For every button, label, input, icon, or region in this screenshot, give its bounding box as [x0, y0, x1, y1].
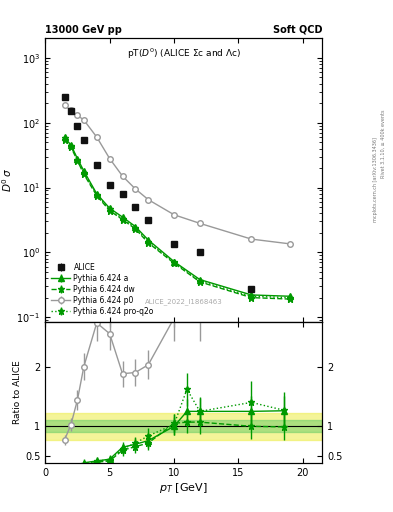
Text: ALICE_2022_I1868463: ALICE_2022_I1868463 — [145, 298, 222, 305]
Text: mcplots.cern.ch [arXiv:1306.3436]: mcplots.cern.ch [arXiv:1306.3436] — [373, 137, 378, 222]
Bar — [45, 420, 322, 432]
Text: Soft QCD: Soft QCD — [273, 25, 322, 35]
Bar — [45, 413, 322, 440]
Text: Rivet 3.1.10, ≥ 400k events: Rivet 3.1.10, ≥ 400k events — [381, 109, 386, 178]
X-axis label: $p_T$ [GeV]: $p_T$ [GeV] — [160, 481, 208, 495]
Legend: ALICE, Pythia 6.424 a, Pythia 6.424 dw, Pythia 6.424 p0, Pythia 6.424 pro-q2o: ALICE, Pythia 6.424 a, Pythia 6.424 dw, … — [49, 261, 156, 318]
Text: 13000 GeV pp: 13000 GeV pp — [45, 25, 122, 35]
Y-axis label: $D^0\,\sigma$: $D^0\,\sigma$ — [0, 168, 14, 192]
Text: pT($D^0$) (ALICE $\Sigma$c and $\Lambda$c): pT($D^0$) (ALICE $\Sigma$c and $\Lambda$… — [127, 47, 241, 61]
Y-axis label: Ratio to ALICE: Ratio to ALICE — [13, 360, 22, 424]
